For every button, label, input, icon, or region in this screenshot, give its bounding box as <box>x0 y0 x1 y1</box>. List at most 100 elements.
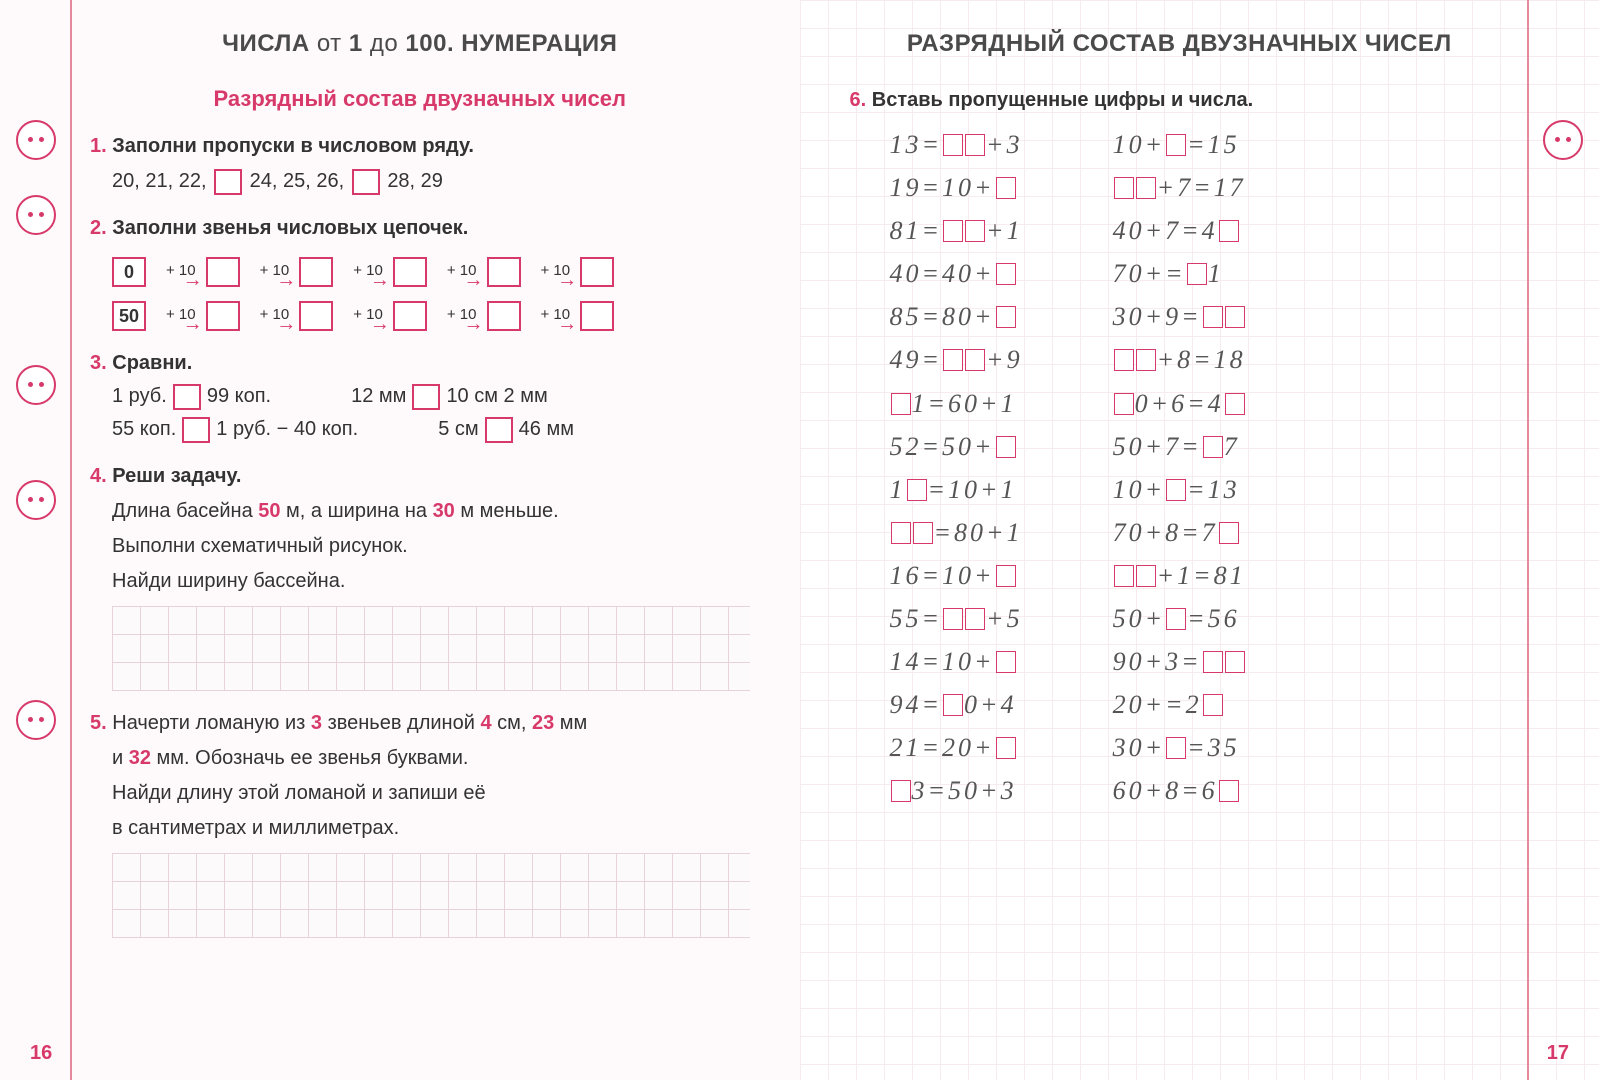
digit-box[interactable] <box>1219 522 1239 544</box>
digit-box[interactable] <box>1114 393 1134 415</box>
chain-box[interactable] <box>393 301 427 331</box>
digit-box[interactable] <box>996 651 1016 673</box>
equation: 0+6=4 <box>1113 386 1246 421</box>
digit-box[interactable] <box>1225 306 1245 328</box>
digit-box[interactable] <box>891 780 911 802</box>
equation: +7=17 <box>1113 170 1246 205</box>
digit-box[interactable] <box>1166 608 1186 630</box>
digit-box[interactable] <box>1225 651 1245 673</box>
equation: 13=+3 <box>890 127 1023 162</box>
digit-box[interactable] <box>891 393 911 415</box>
digit-box[interactable] <box>913 522 933 544</box>
digit-box[interactable] <box>965 134 985 156</box>
margin-line <box>70 0 72 1080</box>
margin-line <box>1527 0 1529 1080</box>
task-4: 4. Реши задачу. Длина басейна 50 м, а ши… <box>90 462 750 691</box>
equation: 94=0+4 <box>890 687 1023 722</box>
compare-box[interactable] <box>182 417 210 443</box>
digit-box[interactable] <box>1114 565 1134 587</box>
digit-box[interactable] <box>943 349 963 371</box>
compare-box[interactable] <box>412 384 440 410</box>
compare-box[interactable] <box>173 384 201 410</box>
chain-box[interactable] <box>580 257 614 287</box>
equation: 20+=2 <box>1113 687 1246 722</box>
chain-start: 50 <box>112 301 146 331</box>
chain-box[interactable] <box>487 301 521 331</box>
digit-box[interactable] <box>943 220 963 242</box>
task-3: 3. Сравни. 1 руб.99 коп. 12 мм10 см 2 мм… <box>90 349 750 444</box>
digit-box[interactable] <box>1203 306 1223 328</box>
equation: 52=50+ <box>890 429 1023 464</box>
digit-box[interactable] <box>943 608 963 630</box>
chain-box[interactable] <box>299 257 333 287</box>
work-area[interactable] <box>112 853 750 938</box>
blank-box[interactable] <box>214 169 242 195</box>
digit-box[interactable] <box>996 263 1016 285</box>
digit-box[interactable] <box>1114 349 1134 371</box>
page-number: 17 <box>1547 1042 1569 1065</box>
digit-box[interactable] <box>996 306 1016 328</box>
digit-box[interactable] <box>891 522 911 544</box>
equation: 85=80+ <box>890 299 1023 334</box>
equation: 1=10+1 <box>890 472 1023 507</box>
digit-box[interactable] <box>943 694 963 716</box>
work-area[interactable] <box>112 606 750 691</box>
digit-box[interactable] <box>1166 737 1186 759</box>
equation: 70+8=7 <box>1113 515 1246 550</box>
chain-box[interactable] <box>206 301 240 331</box>
smiley-icon <box>1543 120 1583 160</box>
subtitle: Разрядный состав двузначных чисел <box>90 86 750 112</box>
digit-box[interactable] <box>996 436 1016 458</box>
digit-box[interactable] <box>1136 565 1156 587</box>
chain-box[interactable] <box>206 257 240 287</box>
page-left: ЧИСЛА от 1 до 100. НУМЕРАЦИЯ Разрядный с… <box>0 0 800 1080</box>
smiley-icon <box>16 700 56 740</box>
task-6: 6. Вставь пропущенные цифры и числа. 13=… <box>850 86 1510 809</box>
equation: 19=10+ <box>890 170 1023 205</box>
chain-2: 50+ 10→+ 10→+ 10→+ 10→+ 10→ <box>112 301 750 331</box>
digit-box[interactable] <box>1225 393 1245 415</box>
page-header-right: РАЗРЯДНЫЙ СОСТАВ ДВУЗНАЧНЫХ ЧИСЕЛ <box>850 30 1510 58</box>
smiley-icon <box>16 365 56 405</box>
equation: +8=18 <box>1113 342 1246 377</box>
digit-box[interactable] <box>996 565 1016 587</box>
digit-box[interactable] <box>1203 694 1223 716</box>
digit-box[interactable] <box>1166 479 1186 501</box>
digit-box[interactable] <box>965 608 985 630</box>
task-2: 2. Заполни звенья числовых цепочек. 0+ 1… <box>90 214 750 331</box>
digit-box[interactable] <box>1166 134 1186 156</box>
digit-box[interactable] <box>1187 263 1207 285</box>
digit-box[interactable] <box>943 134 963 156</box>
digit-box[interactable] <box>1136 349 1156 371</box>
equation: 50+=56 <box>1113 601 1246 636</box>
digit-box[interactable] <box>1219 780 1239 802</box>
digit-box[interactable] <box>996 177 1016 199</box>
chain-box[interactable] <box>393 257 427 287</box>
digit-box[interactable] <box>907 479 927 501</box>
equation: 16=10+ <box>890 558 1023 593</box>
digit-box[interactable] <box>965 220 985 242</box>
page-right: РАЗРЯДНЫЙ СОСТАВ ДВУЗНАЧНЫХ ЧИСЕЛ 6. Вст… <box>800 0 1599 1080</box>
digit-box[interactable] <box>1203 651 1223 673</box>
equation: 49=+9 <box>890 342 1023 377</box>
task-5: 5. Начерти ломаную из 3 звеньев длиной 4… <box>90 709 750 938</box>
equation: 14=10+ <box>890 644 1023 679</box>
digit-box[interactable] <box>1203 436 1223 458</box>
digit-box[interactable] <box>1114 177 1134 199</box>
page-header-left: ЧИСЛА от 1 до 100. НУМЕРАЦИЯ <box>90 30 750 58</box>
digit-box[interactable] <box>1219 220 1239 242</box>
compare-box[interactable] <box>485 417 513 443</box>
equation: 1=60+1 <box>890 386 1023 421</box>
digit-box[interactable] <box>965 349 985 371</box>
blank-box[interactable] <box>352 169 380 195</box>
chain-box[interactable] <box>580 301 614 331</box>
chain-1: 0+ 10→+ 10→+ 10→+ 10→+ 10→ <box>112 257 750 287</box>
equation-column-1: 13=+319=10+81=+140=40+85=80+49=+91=60+15… <box>890 127 1023 809</box>
equation: 50+7=7 <box>1113 429 1246 464</box>
chain-box[interactable] <box>299 301 333 331</box>
digit-box[interactable] <box>996 737 1016 759</box>
chain-box[interactable] <box>487 257 521 287</box>
smiley-icon <box>16 195 56 235</box>
page-number: 16 <box>30 1042 52 1065</box>
digit-box[interactable] <box>1136 177 1156 199</box>
